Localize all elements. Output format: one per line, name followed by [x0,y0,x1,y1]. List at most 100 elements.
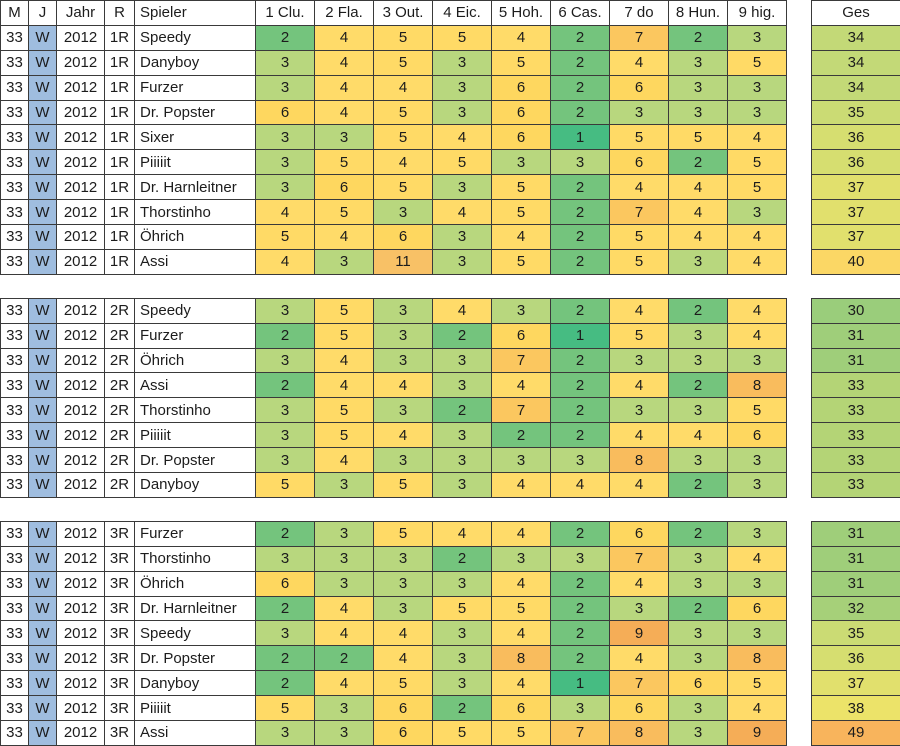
cell-hole-score-5[interactable]: 4 [492,621,551,646]
cell-hole-score-8[interactable]: 4 [669,175,728,200]
cell-hole-score-9[interactable]: 5 [728,175,787,200]
cell-week[interactable]: W [29,298,57,323]
cell-hole-score-9[interactable]: 4 [728,249,787,274]
cell-month[interactable]: 33 [1,249,29,274]
cell-hole-score-4[interactable]: 3 [433,671,492,696]
cell-hole-score-3[interactable]: 3 [374,323,433,348]
cell-player[interactable]: Thorstinho [135,200,256,225]
cell-month[interactable]: 33 [1,721,29,746]
cell-hole-score-1[interactable]: 4 [256,249,315,274]
cell-total[interactable]: 31 [812,521,900,546]
cell-total[interactable]: 31 [812,546,900,571]
cell-week[interactable]: W [29,596,57,621]
cell-round[interactable]: 1R [105,125,135,150]
cell-hole-score-1[interactable]: 5 [256,473,315,498]
cell-hole-score-2[interactable]: 3 [315,696,374,721]
cell-hole-score-5[interactable]: 6 [492,100,551,125]
cell-hole-score-7[interactable]: 4 [610,373,669,398]
cell-player[interactable]: Danyboy [135,473,256,498]
cell-hole-score-6[interactable]: 3 [551,546,610,571]
cell-hole-score-1[interactable]: 3 [256,546,315,571]
cell-hole-score-1[interactable]: 5 [256,696,315,721]
cell-hole-score-9[interactable]: 3 [728,521,787,546]
cell-hole-score-5[interactable]: 3 [492,448,551,473]
header-hole-8[interactable]: 8 Hun. [669,1,728,26]
cell-year[interactable]: 2012 [57,596,105,621]
cell-hole-score-4[interactable]: 4 [433,521,492,546]
cell-hole-score-4[interactable]: 3 [433,225,492,250]
cell-hole-score-3[interactable]: 5 [374,473,433,498]
cell-week[interactable]: W [29,696,57,721]
cell-hole-score-4[interactable]: 3 [433,75,492,100]
cell-year[interactable]: 2012 [57,75,105,100]
cell-year[interactable]: 2012 [57,298,105,323]
cell-hole-score-2[interactable]: 3 [315,571,374,596]
cell-year[interactable]: 2012 [57,621,105,646]
cell-hole-score-6[interactable]: 2 [551,298,610,323]
cell-hole-score-7[interactable]: 7 [610,25,669,50]
cell-hole-score-2[interactable]: 4 [315,671,374,696]
cell-hole-score-3[interactable]: 5 [374,50,433,75]
cell-hole-score-8[interactable]: 3 [669,696,728,721]
cell-hole-score-3[interactable]: 3 [374,448,433,473]
cell-hole-score-2[interactable]: 4 [315,225,374,250]
cell-total[interactable]: 33 [812,373,900,398]
cell-hole-score-2[interactable]: 4 [315,373,374,398]
cell-hole-score-3[interactable]: 3 [374,298,433,323]
cell-round[interactable]: 2R [105,298,135,323]
cell-total[interactable]: 36 [812,646,900,671]
cell-total[interactable]: 35 [812,100,900,125]
cell-year[interactable]: 2012 [57,521,105,546]
cell-hole-score-3[interactable]: 5 [374,671,433,696]
cell-hole-score-7[interactable]: 5 [610,225,669,250]
cell-hole-score-6[interactable]: 2 [551,100,610,125]
cell-hole-score-7[interactable]: 7 [610,200,669,225]
cell-hole-score-1[interactable]: 3 [256,298,315,323]
cell-hole-score-4[interactable]: 5 [433,25,492,50]
cell-hole-score-9[interactable]: 3 [728,473,787,498]
cell-hole-score-9[interactable]: 4 [728,546,787,571]
cell-hole-score-9[interactable]: 8 [728,373,787,398]
cell-hole-score-3[interactable]: 4 [374,646,433,671]
cell-hole-score-3[interactable]: 3 [374,571,433,596]
cell-player[interactable]: Öhrich [135,348,256,373]
cell-hole-score-4[interactable]: 2 [433,696,492,721]
cell-hole-score-5[interactable]: 3 [492,546,551,571]
cell-hole-score-4[interactable]: 3 [433,571,492,596]
cell-player[interactable]: Dr. Popster [135,100,256,125]
cell-hole-score-6[interactable]: 2 [551,373,610,398]
cell-hole-score-6[interactable]: 2 [551,521,610,546]
cell-hole-score-5[interactable]: 4 [492,25,551,50]
cell-round[interactable]: 3R [105,646,135,671]
cell-player[interactable]: Piiiiit [135,423,256,448]
cell-hole-score-6[interactable]: 2 [551,225,610,250]
cell-hole-score-9[interactable]: 3 [728,448,787,473]
cell-week[interactable]: W [29,100,57,125]
cell-hole-score-1[interactable]: 6 [256,571,315,596]
cell-hole-score-3[interactable]: 4 [374,75,433,100]
cell-hole-score-6[interactable]: 2 [551,200,610,225]
header-hole-9[interactable]: 9 hig. [728,1,787,26]
cell-player[interactable]: Dr. Harnleitner [135,596,256,621]
cell-month[interactable]: 33 [1,621,29,646]
cell-round[interactable]: 2R [105,373,135,398]
cell-month[interactable]: 33 [1,596,29,621]
cell-hole-score-3[interactable]: 6 [374,225,433,250]
cell-total[interactable]: 36 [812,150,900,175]
cell-player[interactable]: Furzer [135,521,256,546]
cell-hole-score-8[interactable]: 2 [669,373,728,398]
cell-hole-score-6[interactable]: 2 [551,348,610,373]
cell-month[interactable]: 33 [1,521,29,546]
cell-hole-score-7[interactable]: 4 [610,50,669,75]
cell-round[interactable]: 2R [105,398,135,423]
header-hole-7[interactable]: 7 do [610,1,669,26]
cell-hole-score-6[interactable]: 2 [551,75,610,100]
cell-year[interactable]: 2012 [57,125,105,150]
cell-player[interactable]: Speedy [135,621,256,646]
cell-week[interactable]: W [29,521,57,546]
cell-hole-score-6[interactable]: 2 [551,249,610,274]
cell-hole-score-2[interactable]: 3 [315,473,374,498]
cell-hole-score-8[interactable]: 3 [669,646,728,671]
cell-hole-score-4[interactable]: 4 [433,200,492,225]
cell-hole-score-2[interactable]: 4 [315,596,374,621]
